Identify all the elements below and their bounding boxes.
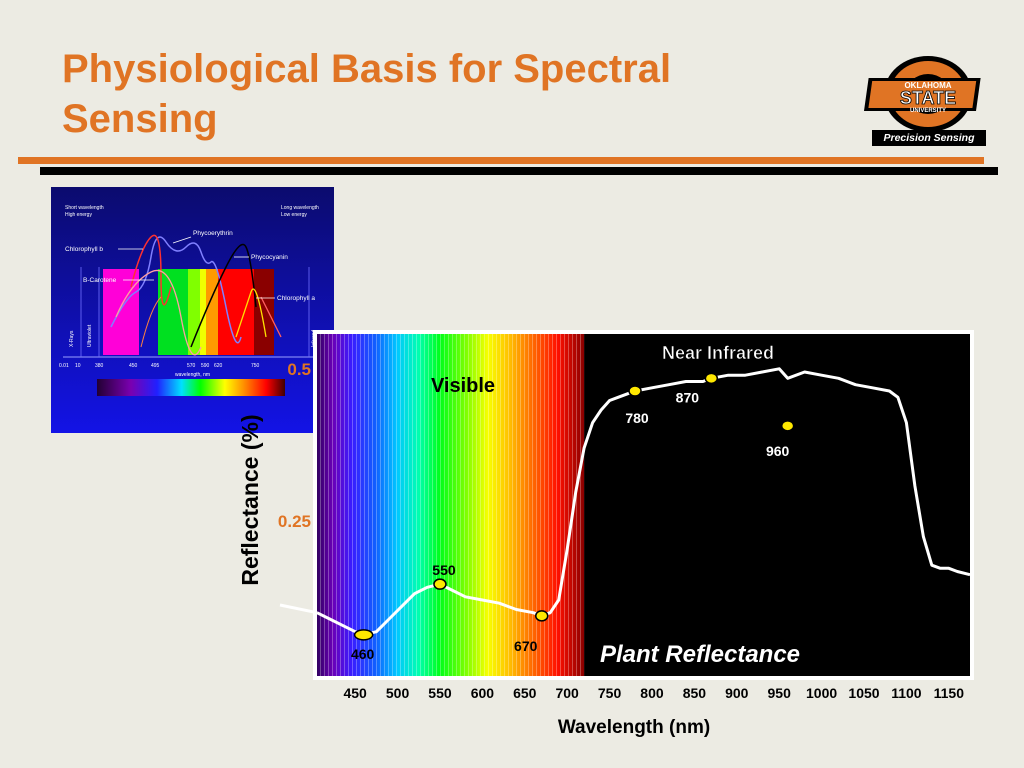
logo-caption: Precision Sensing <box>872 130 986 146</box>
inset-label-xrays: X-Rays <box>69 330 75 347</box>
slide-title: Physiological Basis for Spectral Sensing <box>62 44 782 144</box>
inset-pigment-b-carotene: B-Carotene <box>83 277 117 284</box>
x-tick-label-550: 550 <box>428 685 452 701</box>
title-underline-black <box>40 167 998 175</box>
inset-long-wave-2: Low energy <box>281 212 307 218</box>
chart-title: Plant Reflectance <box>600 641 800 668</box>
x-tick-label-1000: 1000 <box>806 685 837 701</box>
marker-label-870: 870 <box>676 389 700 405</box>
region-label-visible: Visible <box>431 375 495 397</box>
inset-short-wave-1: Short wavelength <box>65 205 104 211</box>
marker-label-550: 550 <box>432 562 456 578</box>
y-tick-label-0-5: 0.5 <box>287 360 311 379</box>
x-tick-label-950: 950 <box>768 685 792 701</box>
marker-460 <box>353 629 374 641</box>
inset-label-ultraviolet: Ultraviolet <box>87 324 93 347</box>
y-tick-label-0-25: 0.25 <box>278 512 311 531</box>
logo-text-state: STATE <box>900 88 956 108</box>
region-label-near-infrared: Near Infrared <box>662 343 774 363</box>
x-tick-label-1050: 1050 <box>848 685 879 701</box>
x-tick-label-750: 750 <box>598 685 622 701</box>
x-tick-label-1150: 1150 <box>934 685 965 701</box>
inset-pigment-phycocyanin: Phycocyanin <box>251 254 288 261</box>
inset-tick-2: 380 <box>95 363 104 369</box>
marker-870 <box>704 372 719 385</box>
inset-tick-5: 570 <box>187 363 196 369</box>
reflectance-curve-lead-in <box>279 603 318 615</box>
title-underline-orange <box>18 157 984 164</box>
inset-axis-label: wavelength, nm <box>175 372 210 378</box>
x-tick-label-1100: 1100 <box>891 685 922 701</box>
marker-label-670: 670 <box>514 638 538 654</box>
inset-pigment-chlorophyll-b: Chlorophyll b <box>65 246 103 253</box>
inset-long-wave-1: Long wavelength <box>281 205 319 211</box>
marker-label-780: 780 <box>625 410 649 426</box>
marker-550 <box>433 578 447 590</box>
marker-670 <box>534 610 549 622</box>
marker-label-960: 960 <box>766 443 790 459</box>
inset-tick-0: 0.01 <box>59 363 69 369</box>
marker-label-460: 460 <box>351 646 375 662</box>
x-tick-label-800: 800 <box>640 685 664 701</box>
y-axis-label: Reflectance (%) <box>237 414 263 585</box>
pigment-absorption-image: Short wavelength High energy Long wavele… <box>51 187 334 433</box>
inset-tick-7: 620 <box>214 363 223 369</box>
inset-tick-6: 590 <box>201 363 210 369</box>
marker-780 <box>628 385 642 397</box>
inset-tick-8: 750 <box>251 363 260 369</box>
x-tick-label-850: 850 <box>683 685 707 701</box>
x-tick-label-700: 700 <box>555 685 579 701</box>
inset-pigment-phycoerythrin: Phycoerythrin <box>193 230 233 237</box>
reflectance-curve <box>316 367 971 637</box>
x-tick-label-600: 600 <box>471 685 495 701</box>
x-tick-label-450: 450 <box>343 685 367 701</box>
osu-logo: OKLAHOMA STATE UNIVERSITY <box>863 56 981 132</box>
inset-pigment-chlorophyll-a: Chlorophyll a <box>277 295 315 302</box>
inset-tick-labels: 0.01 10 380 450 495 570 590 620 750 <box>59 363 260 369</box>
x-tick-label-900: 900 <box>725 685 749 701</box>
logo-text-oklahoma: OKLAHOMA <box>904 81 951 90</box>
slide-title-line2: Sensing <box>62 97 218 141</box>
x-tick-label-650: 650 <box>513 685 537 701</box>
inset-tick-3: 450 <box>129 363 138 369</box>
logo-text-university: UNIVERSITY <box>910 108 946 114</box>
inset-tick-1: 10 <box>75 363 81 369</box>
slide-title-line1: Physiological Basis for Spectral <box>62 47 672 91</box>
inset-tick-4: 495 <box>151 363 160 369</box>
marker-960 <box>780 420 795 432</box>
x-axis-label: Wavelength (nm) <box>558 717 710 738</box>
inset-short-wave-2: High energy <box>65 212 92 218</box>
x-tick-label-500: 500 <box>386 685 410 701</box>
